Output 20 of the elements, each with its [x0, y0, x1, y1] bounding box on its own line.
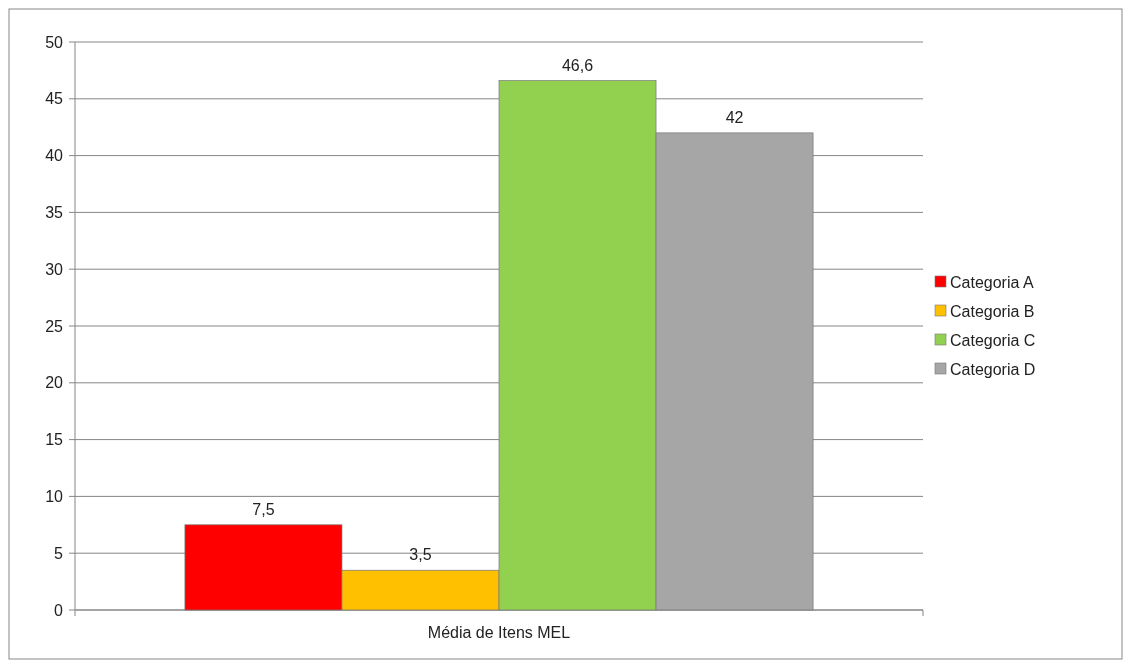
x-tick-label: Média de Itens MEL: [427, 624, 571, 641]
y-tick-label: 30: [45, 260, 64, 278]
data-label: 3,5: [409, 546, 432, 564]
legend-label: Categoria B: [950, 302, 1035, 320]
y-tick-label: 15: [45, 431, 64, 449]
legend-label: Categoria D: [950, 360, 1036, 378]
data-label: 46,6: [561, 56, 594, 74]
y-tick-label: 35: [45, 204, 64, 221]
y-tick-label: 25: [45, 317, 64, 335]
legend-label: Categoria C: [950, 331, 1036, 349]
y-tick-label: 40: [45, 147, 64, 165]
legend-label: Categoria A: [950, 273, 1034, 291]
y-tick-label: 10: [45, 488, 64, 505]
y-tick-label: 5: [54, 544, 64, 562]
y-tick-label: 50: [45, 33, 64, 51]
y-tick-label: 45: [45, 90, 64, 108]
data-label: 7,5: [252, 500, 275, 518]
y-tick-label: 20: [45, 374, 64, 392]
y-tick-label: 0: [54, 601, 64, 619]
data-label: 42: [725, 108, 744, 126]
